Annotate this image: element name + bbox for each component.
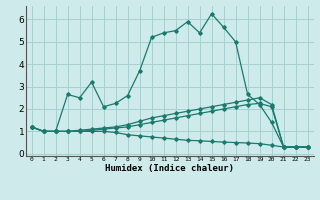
X-axis label: Humidex (Indice chaleur): Humidex (Indice chaleur) [105,164,234,173]
